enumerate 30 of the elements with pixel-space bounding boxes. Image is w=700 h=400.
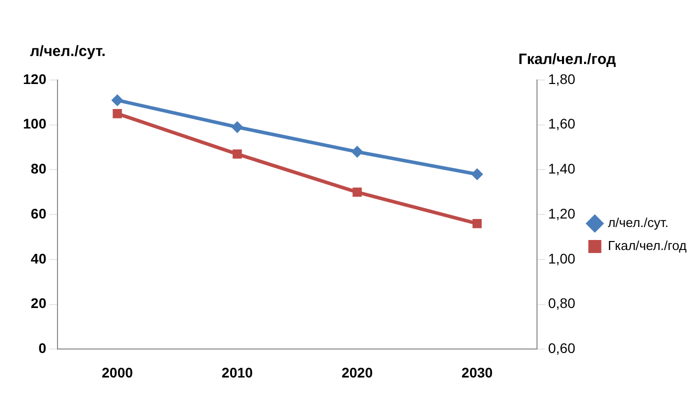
point [351, 146, 364, 158]
x-tick-label: 2030 [462, 364, 493, 380]
y2-tick-label: 1,40 [548, 160, 576, 177]
x-tick-label: 2020 [342, 364, 373, 380]
point [352, 188, 362, 197]
legend-label: л/чел./сут. [608, 215, 669, 230]
point [472, 218, 482, 228]
y-tick-label: 0 [38, 340, 47, 356]
y2-tick-label: 1,20 [548, 205, 576, 222]
x-tick-label: 2000 [102, 364, 134, 380]
y2-tick-label: 1,60 [548, 116, 576, 132]
legend-label: Гкал/чел./год [608, 238, 688, 254]
point [471, 168, 484, 180]
x-tick-label: 2010 [222, 364, 254, 380]
y-tick-label: 20 [30, 295, 47, 312]
point [112, 109, 122, 118]
y2-tick-label: 1,80 [548, 70, 576, 87]
y-tick-label: 100 [23, 116, 47, 132]
y2-tick-label: 1,00 [548, 250, 576, 266]
y2-tick-label: 0,60 [548, 340, 576, 356]
point [231, 121, 244, 134]
y-tick-label: 60 [30, 205, 47, 222]
y2-tick-label: 0,80 [548, 295, 576, 312]
point [232, 149, 242, 159]
y-tick-label: 80 [30, 160, 47, 177]
y2-axis-title: Гкал/чел./год [518, 51, 616, 68]
point [111, 94, 124, 106]
y-axis-title: л/чел./сут. [30, 43, 106, 60]
y-tick-label: 40 [30, 250, 47, 266]
y-tick-label: 120 [23, 70, 47, 87]
